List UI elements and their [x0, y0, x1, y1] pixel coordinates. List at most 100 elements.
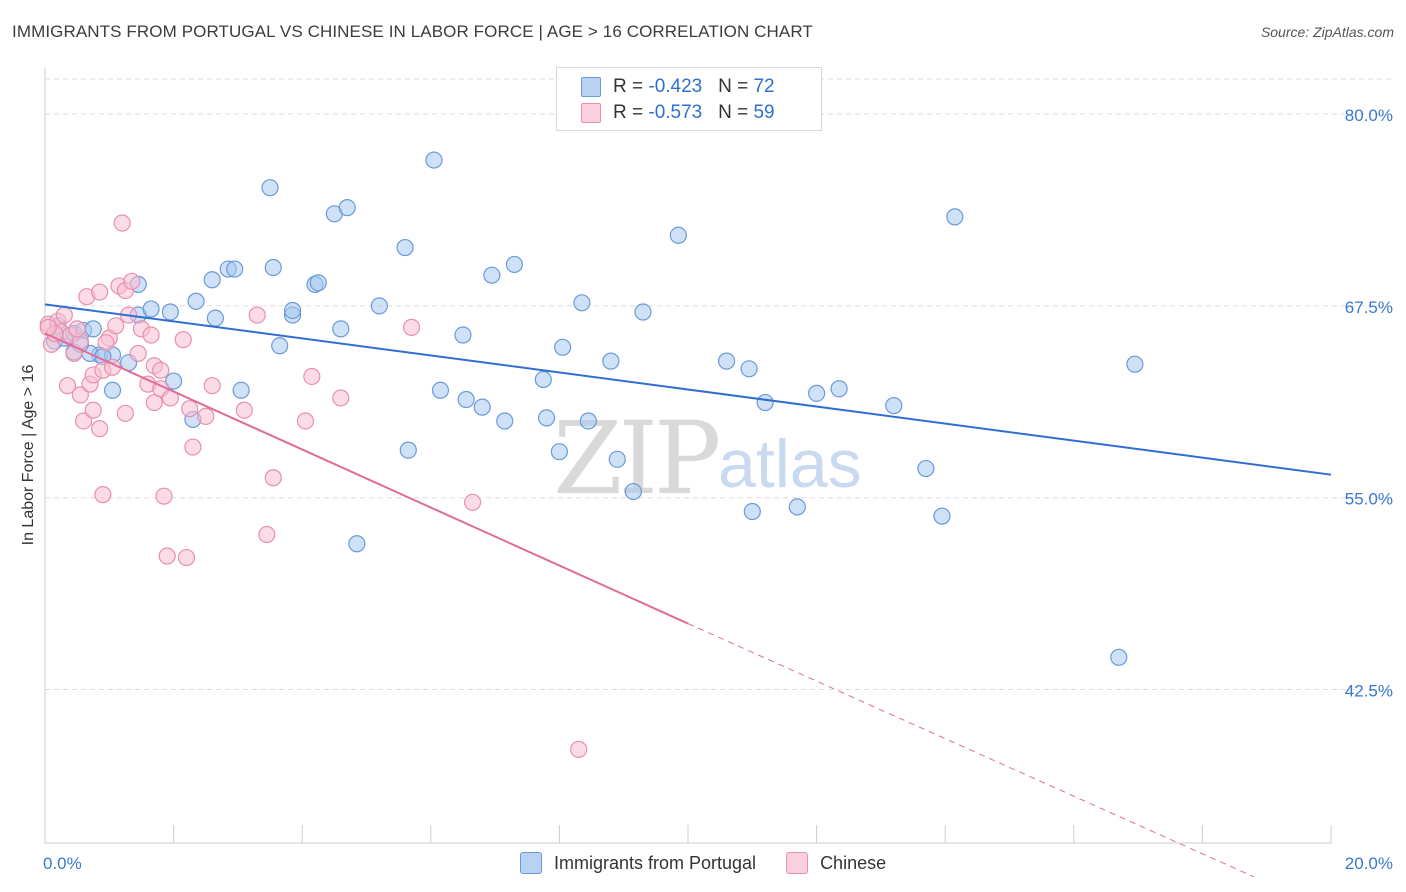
source-label: Source: ZipAtlas.com: [1260, 24, 1394, 40]
legend-swatch-portugal: [520, 852, 542, 874]
legend-item-chinese[interactable]: Chinese: [786, 852, 886, 874]
portugal-point: [1110, 648, 1128, 666]
legend-label-portugal: Immigrants from Portugal: [554, 852, 757, 873]
portugal-trend-line: [44, 303, 1332, 476]
portugal-point: [885, 397, 903, 415]
portugal-point: [309, 274, 327, 292]
portugal-point: [348, 535, 366, 553]
portugal-point: [534, 370, 552, 389]
chinese-point: [184, 438, 202, 456]
chinese-point: [55, 306, 73, 324]
portugal-point: [338, 199, 356, 217]
legend-r-label: R =: [613, 76, 649, 97]
chinese-point: [158, 547, 176, 565]
portugal-point: [579, 412, 597, 430]
chinese-point: [123, 272, 141, 290]
portugal-point: [206, 309, 224, 327]
portugal-point: [624, 482, 642, 501]
portugal-point: [103, 381, 122, 399]
chinese-point: [248, 306, 266, 324]
legend-swatch-chinese: [581, 103, 601, 123]
chinese-trend-line: [44, 332, 689, 625]
legend-item-portugal[interactable]: Immigrants from Portugal: [520, 852, 756, 874]
chinese-point: [142, 326, 160, 344]
chinese-point: [91, 420, 109, 438]
y-axis-label: In Labor Force | Age > 16: [20, 364, 37, 546]
portugal-point: [399, 441, 417, 459]
portugal-point: [933, 507, 951, 525]
chinese-point: [39, 318, 57, 336]
portugal-point: [830, 380, 848, 398]
chinese-point: [129, 344, 147, 363]
chinese-point: [152, 361, 170, 379]
watermark-atlas: atlas: [718, 426, 862, 502]
legend-row-portugal: R = -0.423 N = 72: [581, 75, 775, 99]
chinese-point: [68, 320, 86, 338]
chinese-point: [113, 214, 131, 232]
chinese-point: [74, 412, 93, 430]
portugal-point: [740, 360, 758, 378]
chinese-point: [235, 401, 253, 419]
x-tick-label: 0.0%: [43, 854, 82, 873]
portugal-point: [431, 381, 450, 399]
portugal-point: [84, 320, 102, 338]
legend-n-value: 72: [753, 76, 775, 97]
portugal-point: [756, 393, 774, 412]
x-tick-label: 20.0%: [1345, 854, 1393, 873]
chinese-point: [71, 386, 89, 404]
y-tick-label: 42.5%: [1345, 682, 1393, 701]
y-tick-label: 55.0%: [1345, 490, 1393, 509]
portugal-point: [537, 409, 556, 427]
portugal-point: [483, 266, 501, 284]
chinese-point: [402, 318, 421, 336]
chinese-point: [264, 469, 282, 487]
series-legend: Immigrants from Portugal Chinese: [520, 852, 916, 874]
portugal-point: [669, 226, 687, 244]
portugal-point: [271, 337, 289, 355]
chinese-point: [91, 283, 109, 301]
chinese-point: [94, 486, 112, 504]
chinese-point: [303, 367, 321, 386]
portugal-point: [743, 502, 761, 521]
chinese-point: [177, 548, 196, 567]
y-tick-label: 67.5%: [1345, 298, 1393, 317]
portugal-point: [946, 208, 964, 226]
chinese-point: [107, 317, 125, 335]
chinese-point: [116, 404, 134, 422]
chinese-point: [570, 740, 588, 758]
chinese-point: [174, 331, 192, 349]
portugal-point: [187, 292, 205, 310]
portugal-point: [283, 301, 302, 320]
chinese-point: [197, 407, 215, 425]
portugal-point: [602, 352, 620, 370]
portugal-point: [554, 338, 572, 356]
legend-row-chinese: R = -0.573 N = 59: [581, 101, 775, 125]
portugal-point: [1126, 355, 1144, 373]
chinese-point: [84, 401, 102, 419]
legend-r-value: -0.423: [648, 76, 703, 97]
portugal-point: [717, 352, 736, 370]
portugal-point: [232, 381, 250, 399]
portugal-point: [496, 412, 514, 430]
chinese-trend-extension: [687, 623, 1255, 878]
chinese-point: [463, 493, 482, 511]
portugal-point: [425, 151, 443, 169]
portugal-point: [261, 179, 279, 197]
portugal-point: [165, 372, 183, 390]
chinese-point: [296, 412, 315, 430]
portugal-point: [505, 255, 523, 274]
legend-r-value: -0.573: [648, 102, 703, 123]
legend-r-label: R =: [613, 102, 649, 123]
portugal-point: [473, 398, 491, 416]
portugal-point: [264, 258, 282, 277]
chinese-point: [203, 377, 221, 395]
chinese-point: [145, 393, 163, 412]
portugal-point: [807, 384, 826, 402]
portugal-point: [788, 498, 806, 516]
portugal-point: [573, 294, 591, 312]
portugal-point: [203, 271, 221, 289]
correlation-legend: R = -0.423 N = 72 R = -0.573 N = 59: [556, 67, 822, 131]
legend-n-label: N =: [718, 76, 754, 97]
portugal-point: [454, 326, 472, 344]
